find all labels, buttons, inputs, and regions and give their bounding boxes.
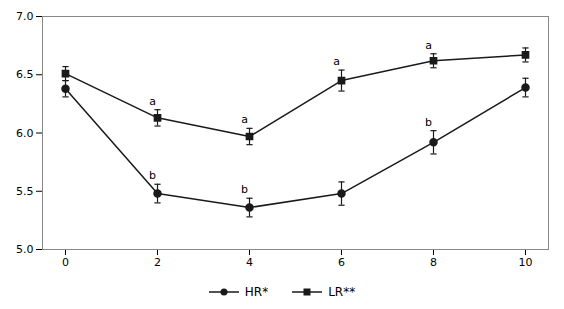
svg-text:a: a	[333, 55, 340, 68]
svg-text:7.0: 7.0	[16, 10, 34, 23]
svg-text:4: 4	[246, 256, 253, 269]
html-text:HR*: HR*	[244, 285, 269, 299]
svg-text:5.0: 5.0	[16, 243, 34, 256]
svg-text:0: 0	[62, 256, 69, 269]
svg-text:b: b	[241, 183, 248, 196]
svg-text:a: a	[241, 113, 248, 126]
svg-text:6.5: 6.5	[16, 68, 34, 81]
svg-text:8: 8	[430, 256, 437, 269]
svg-text:5.5: 5.5	[16, 185, 34, 198]
svg-text:2: 2	[154, 256, 161, 269]
svg-text:10: 10	[519, 256, 533, 269]
svg-text:b: b	[149, 169, 156, 182]
html-text:LR**: LR**	[328, 285, 356, 299]
svg-text:6: 6	[338, 256, 345, 269]
svg-text:a: a	[149, 95, 156, 108]
svg-text:a: a	[425, 39, 432, 52]
svg-text:b: b	[425, 116, 432, 129]
svg-text:6.0: 6.0	[16, 127, 34, 140]
